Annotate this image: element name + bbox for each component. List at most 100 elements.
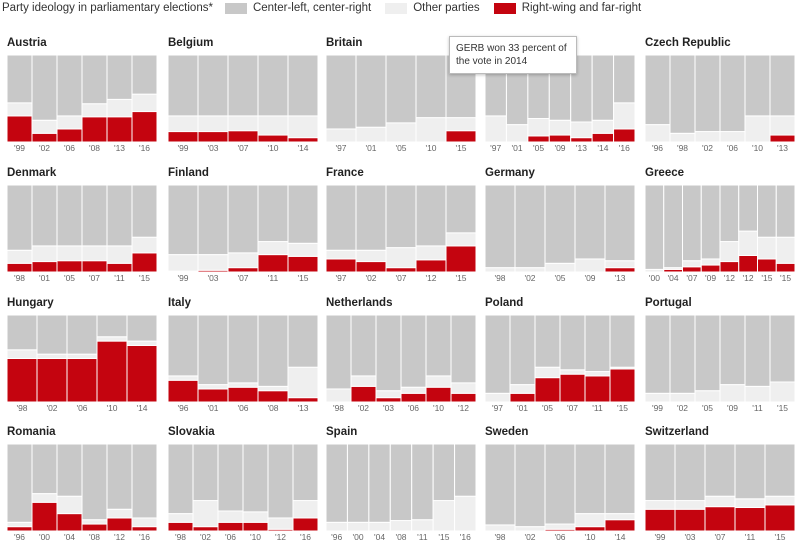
bar-segment-right[interactable] [764,504,795,531]
bar-segment-other[interactable] [769,115,795,136]
bar-segment-other[interactable] [514,267,546,272]
bar-segment-right[interactable] [757,258,777,272]
bar-segment-right[interactable] [168,521,194,531]
bar-segment-center[interactable] [326,55,357,130]
bar-segment-right[interactable] [7,115,33,142]
bar-segment-right[interactable] [7,526,33,531]
bar-segment-other[interactable] [326,388,352,402]
bar-segment-center[interactable] [719,55,746,133]
bar-segment-right[interactable] [719,261,740,272]
bar-segment-center[interactable] [450,315,476,384]
bar-segment-right[interactable] [527,135,550,142]
bar-segment-other[interactable] [719,241,740,263]
bar-segment-right[interactable] [168,379,199,402]
bar-segment-center[interactable] [197,55,229,117]
bar-segment-other[interactable] [7,521,33,528]
bar-segment-other[interactable] [764,495,795,506]
bar-segment-center[interactable] [744,315,771,387]
bar-segment-other[interactable] [682,260,702,268]
bar-segment-center[interactable] [131,444,157,519]
bar-segment-center[interactable] [385,185,417,249]
bar-segment-center[interactable] [411,444,434,521]
bar-segment-center[interactable] [700,185,721,260]
bar-segment-right[interactable] [81,116,108,142]
bar-segment-center[interactable] [168,315,199,377]
bar-segment-other[interactable] [375,390,402,399]
bar-segment-center[interactable] [81,444,108,521]
bar-segment-center[interactable] [400,315,427,388]
bar-segment-other[interactable] [734,498,766,509]
bar-segment-other[interactable] [485,267,516,272]
bar-segment-right[interactable] [350,385,377,402]
bar-segment-center[interactable] [131,185,157,238]
bar-segment-other[interactable] [168,115,199,133]
bar-segment-other[interactable] [694,131,721,142]
bar-segment-other[interactable] [509,384,536,394]
bar-segment-other[interactable] [56,245,83,262]
bar-segment-other[interactable] [31,245,58,263]
bar-segment-right[interactable] [217,521,244,531]
bar-segment-other[interactable] [570,121,593,139]
bar-segment-right[interactable] [66,358,98,403]
bar-segment-other[interactable] [227,252,259,269]
bar-segment-right[interactable] [106,517,133,531]
bar-segment-center[interactable] [355,55,387,128]
bar-segment-other[interactable] [106,98,133,118]
bar-segment-center[interactable] [355,185,387,251]
bar-segment-center[interactable] [346,444,370,523]
bar-segment-right[interactable] [775,262,795,272]
bar-segment-other[interactable] [368,521,391,531]
bar-segment-center[interactable] [509,315,536,386]
bar-segment-center[interactable] [674,444,706,502]
bar-segment-other[interactable] [744,385,771,402]
bar-segment-center[interactable] [126,315,157,342]
bar-segment-center[interactable] [106,55,133,100]
bar-segment-right[interactable] [227,386,259,402]
bar-segment-right[interactable] [734,507,766,531]
bar-segment-right[interactable] [559,373,586,402]
bar-segment-other[interactable] [131,236,157,254]
bar-segment-center[interactable] [425,315,452,377]
bar-segment-other[interactable] [574,513,606,528]
bar-segment-other[interactable] [66,353,98,360]
bar-segment-other[interactable] [415,117,447,142]
bar-segment-right[interactable] [574,526,606,531]
bar-segment-other[interactable] [757,236,777,260]
bar-segment-center[interactable] [326,315,352,390]
bar-segment-center[interactable] [544,444,576,525]
bar-segment-right[interactable] [287,137,318,142]
bar-segment-center[interactable] [445,185,476,234]
bar-segment-other[interactable] [591,119,615,134]
bar-segment-center[interactable] [769,55,795,117]
bar-segment-right[interactable] [81,523,108,531]
bar-segment-other[interactable] [645,392,671,402]
bar-segment-center[interactable] [257,55,289,117]
bar-segment-right[interactable] [700,264,721,272]
bar-segment-other[interactable] [485,392,511,402]
bar-segment-right[interactable] [604,267,635,272]
bar-segment-other[interactable] [584,371,611,377]
bar-segment-other[interactable] [197,254,229,271]
bar-segment-other[interactable] [527,118,550,137]
bar-segment-other[interactable] [7,349,38,359]
bar-segment-other[interactable] [719,384,746,402]
bar-segment-center[interactable] [192,444,219,502]
bar-segment-center[interactable] [242,444,269,513]
bar-segment-center[interactable] [287,55,318,117]
bar-segment-center[interactable] [591,55,615,121]
bar-segment-right[interactable] [7,262,33,272]
bar-segment-other[interactable] [197,384,229,390]
bar-segment-center[interactable] [350,315,377,377]
bar-segment-center[interactable] [454,444,476,497]
bar-segment-other[interactable] [432,500,456,531]
bar-segment-center[interactable] [56,444,83,497]
bar-segment-other[interactable] [400,386,427,394]
bar-segment-center[interactable] [257,315,289,387]
bar-segment-center[interactable] [168,185,199,256]
bar-segment-center[interactable] [734,444,766,500]
bar-segment-right[interactable] [450,392,476,402]
bar-segment-center[interactable] [81,55,108,105]
bar-segment-center[interactable] [485,444,516,526]
bar-segment-center[interactable] [106,185,133,247]
bar-segment-other[interactable] [485,524,516,531]
